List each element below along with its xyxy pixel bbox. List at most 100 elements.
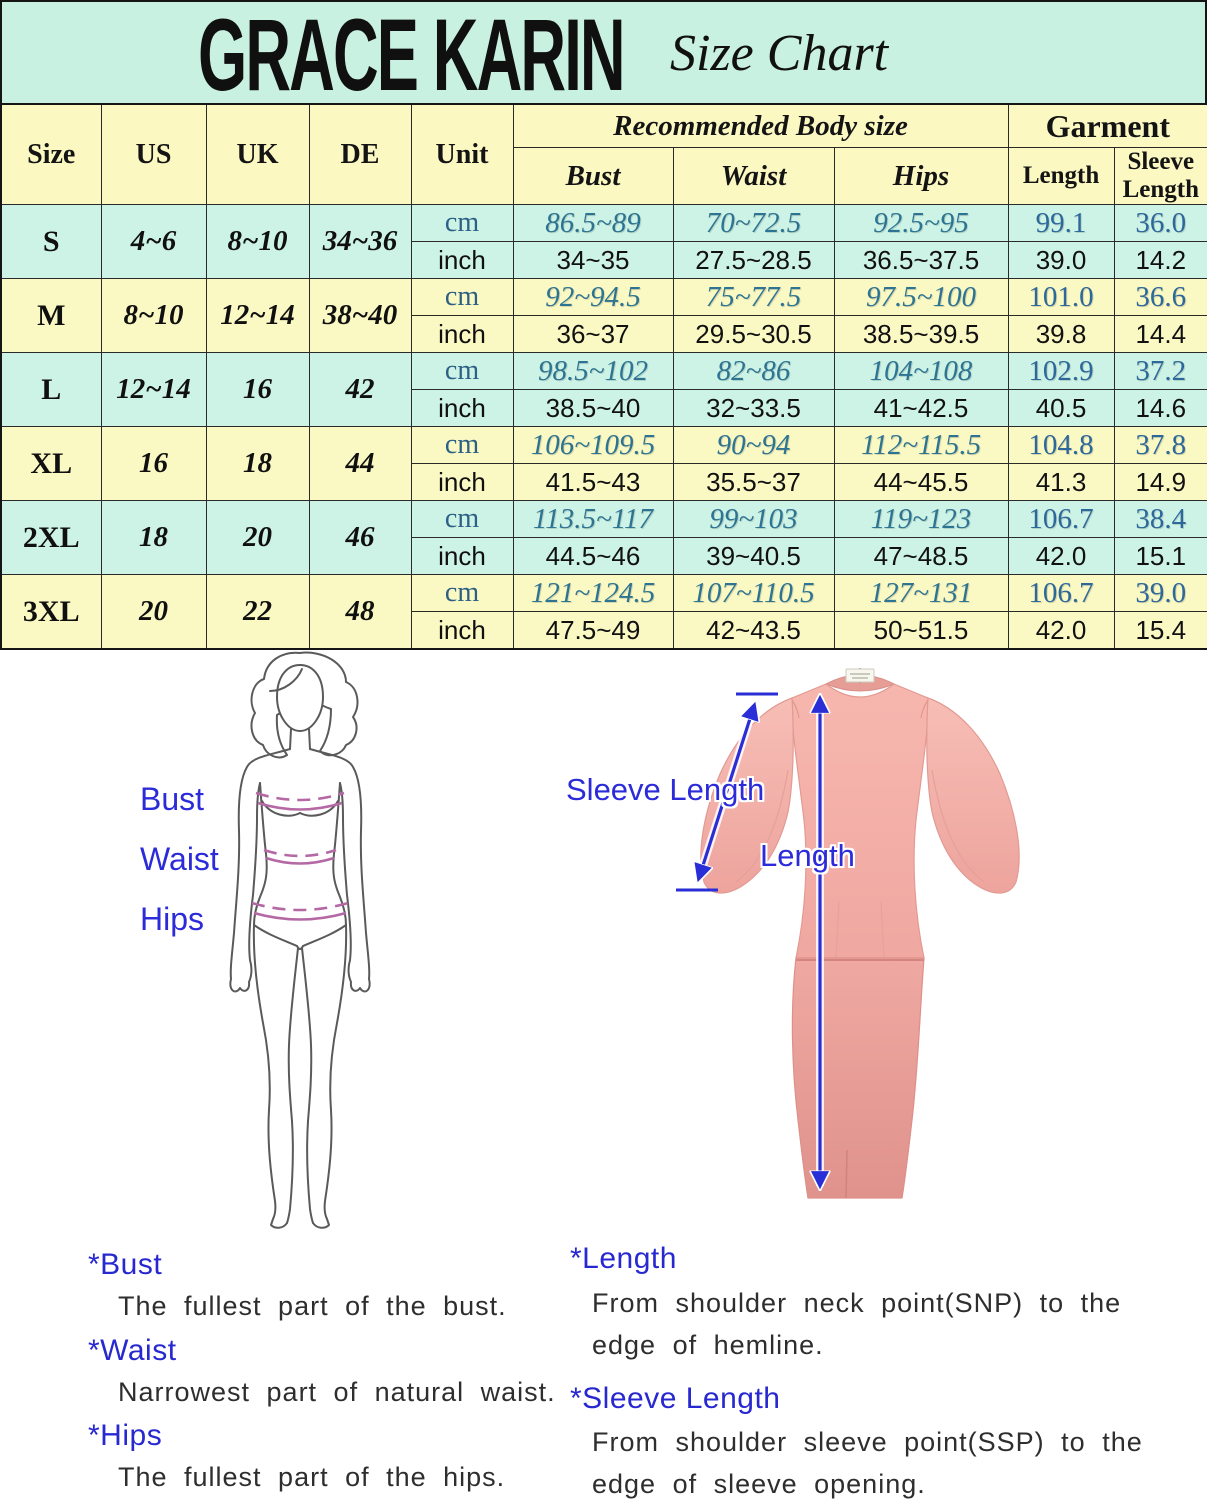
- hips-inch-cell: 36.5~37.5: [833, 241, 1009, 279]
- de-cell: 42: [308, 352, 412, 427]
- dress-label-sleeve-length: Sleeve Length: [566, 772, 765, 807]
- length-inch-cell: 40.5: [1007, 389, 1115, 427]
- sleeve-cm-cell: 38.4: [1113, 500, 1207, 538]
- table-row-3xl-cm: 3XL 20 22 48 cm 121~124.5 107~110.5 127~…: [0, 574, 1207, 650]
- bust-inch-cell: 34~35: [512, 241, 674, 279]
- size-table: Size US UK DE Unit Recommended Body size…: [0, 103, 1207, 650]
- hips-cm-cell: 92.5~95: [833, 204, 1009, 242]
- table-row-m-inch: inch 36~37 29.5~30.5 38.5~39.5 39.8 14.4: [1, 315, 1207, 353]
- sleeve-inch-cell: 14.2: [1113, 241, 1207, 279]
- col-header-sleeve-length: Sleeve Length: [1113, 147, 1207, 205]
- unit-inch-cell: inch: [410, 611, 514, 650]
- size-cell: XL: [0, 426, 102, 501]
- group-header-garment: Garment: [1007, 103, 1207, 148]
- de-cell: 48: [308, 574, 412, 650]
- definition-desc-length-line1: From shoulder neck point(SNP) to the: [592, 1288, 1122, 1318]
- de-cell: 44: [308, 426, 412, 501]
- definition-desc-sleeve-line1: From shoulder sleeve point(SSP) to the: [592, 1427, 1143, 1457]
- hips-inch-cell: 50~51.5: [833, 611, 1009, 650]
- page-title: Size Chart: [670, 25, 889, 82]
- definition-term-bust: *Bust: [88, 1248, 163, 1281]
- sleeve-cm-cell: 36.6: [1113, 278, 1207, 316]
- definition-desc-length-line2: edge of hemline.: [592, 1330, 824, 1360]
- length-inch-cell: 39.0: [1007, 241, 1115, 279]
- us-cell: 4~6: [100, 204, 207, 279]
- dress-illustration: [640, 650, 1060, 1205]
- waist-inch-cell: 29.5~30.5: [672, 315, 835, 353]
- sleeve-cm-cell: 37.2: [1113, 352, 1207, 390]
- table-row-xl-inch: inch 41.5~43 35.5~37 44~45.5 41.3 14.9: [1, 463, 1207, 501]
- sleeve-inch-cell: 15.4: [1113, 611, 1207, 650]
- length-inch-cell: 41.3: [1007, 463, 1115, 501]
- unit-cm-cell: cm: [410, 278, 514, 316]
- length-cm-cell: 101.0: [1007, 278, 1115, 316]
- hips-cm-cell: 112~115.5: [833, 426, 1009, 464]
- sleeve-inch-cell: 14.4: [1113, 315, 1207, 353]
- table-row-3xl-inch: inch 47.5~49 42~43.5 50~51.5 42.0 15.4: [1, 611, 1207, 650]
- unit-inch-cell: inch: [410, 389, 514, 427]
- size-cell: 2XL: [0, 500, 102, 575]
- length-inch-cell: 42.0: [1007, 537, 1115, 575]
- figure-label-bust: Bust: [140, 781, 205, 817]
- table-row-2xl-cm: 2XL 18 20 46 cm 113.5~117 99~103 119~123…: [0, 500, 1207, 575]
- uk-cell: 22: [205, 574, 310, 650]
- table-row-2xl-inch: inch 44.5~46 39~40.5 47~48.5 42.0 15.1: [1, 537, 1207, 575]
- definition-desc-sleeve-line2: edge of sleeve opening.: [592, 1469, 926, 1499]
- unit-cm-cell: cm: [410, 500, 514, 538]
- hips-inch-cell: 38.5~39.5: [833, 315, 1009, 353]
- dress-neck-tag: [845, 668, 875, 683]
- bust-inch-cell: 36~37: [512, 315, 674, 353]
- us-cell: 18: [100, 500, 207, 575]
- sleeve-inch-cell: 14.9: [1113, 463, 1207, 501]
- de-cell: 34~36: [308, 204, 412, 279]
- us-cell: 8~10: [100, 278, 207, 353]
- length-inch-cell: 42.0: [1007, 611, 1115, 650]
- definition-term-sleeve-length: *Sleeve Length: [570, 1382, 781, 1415]
- dress-label-length: Length: [760, 838, 855, 873]
- col-header-uk: UK: [205, 103, 310, 205]
- bust-inch-cell: 41.5~43: [512, 463, 674, 501]
- waist-inch-cell: 27.5~28.5: [672, 241, 835, 279]
- col-header-size: Size: [0, 103, 102, 205]
- uk-cell: 20: [205, 500, 310, 575]
- col-header-waist: Waist: [672, 147, 835, 205]
- length-cm-cell: 102.9: [1007, 352, 1115, 390]
- bust-cm-cell: 86.5~89: [512, 204, 674, 242]
- col-header-unit: Unit: [410, 103, 514, 205]
- hips-cm-cell: 97.5~100: [833, 278, 1009, 316]
- waist-inch-cell: 32~33.5: [672, 389, 835, 427]
- definition-term-waist: *Waist: [88, 1334, 177, 1367]
- definition-desc-hips: The fullest part of the hips.: [118, 1462, 506, 1492]
- hips-inch-cell: 47~48.5: [833, 537, 1009, 575]
- header-band: GRACE KARIN Size Chart: [0, 0, 1207, 112]
- definition-desc-waist: Narrowest part of natural waist.: [118, 1377, 556, 1407]
- unit-cm-cell: cm: [410, 352, 514, 390]
- table-row-s-cm: S 4~6 8~10 34~36 cm 86.5~89 70~72.5 92.5…: [0, 204, 1207, 279]
- sleeve-cm-cell: 36.0: [1113, 204, 1207, 242]
- brand-logo: GRACE KARIN: [198, 0, 626, 112]
- de-cell: 38~40: [308, 278, 412, 353]
- hips-cm-cell: 104~108: [833, 352, 1009, 390]
- length-inch-cell: 39.8: [1007, 315, 1115, 353]
- hips-inch-cell: 41~42.5: [833, 389, 1009, 427]
- definition-term-length: *Length: [570, 1242, 677, 1275]
- waist-cm-cell: 70~72.5: [672, 204, 835, 242]
- waist-cm-cell: 99~103: [672, 500, 835, 538]
- table-row-l-inch: inch 38.5~40 32~33.5 41~42.5 40.5 14.6: [1, 389, 1207, 427]
- sleeve-cm-cell: 39.0: [1113, 574, 1207, 612]
- waist-inch-cell: 39~40.5: [672, 537, 835, 575]
- bust-cm-cell: 106~109.5: [512, 426, 674, 464]
- uk-cell: 18: [205, 426, 310, 501]
- unit-inch-cell: inch: [410, 241, 514, 279]
- size-cell: M: [0, 278, 102, 353]
- length-cm-cell: 106.7: [1007, 500, 1115, 538]
- unit-cm-cell: cm: [410, 574, 514, 612]
- definition-desc-bust: The fullest part of the bust.: [118, 1291, 507, 1321]
- uk-cell: 16: [205, 352, 310, 427]
- col-header-us: US: [100, 103, 207, 205]
- bust-inch-cell: 44.5~46: [512, 537, 674, 575]
- us-cell: 12~14: [100, 352, 207, 427]
- definition-term-hips: *Hips: [88, 1419, 163, 1452]
- unit-inch-cell: inch: [410, 463, 514, 501]
